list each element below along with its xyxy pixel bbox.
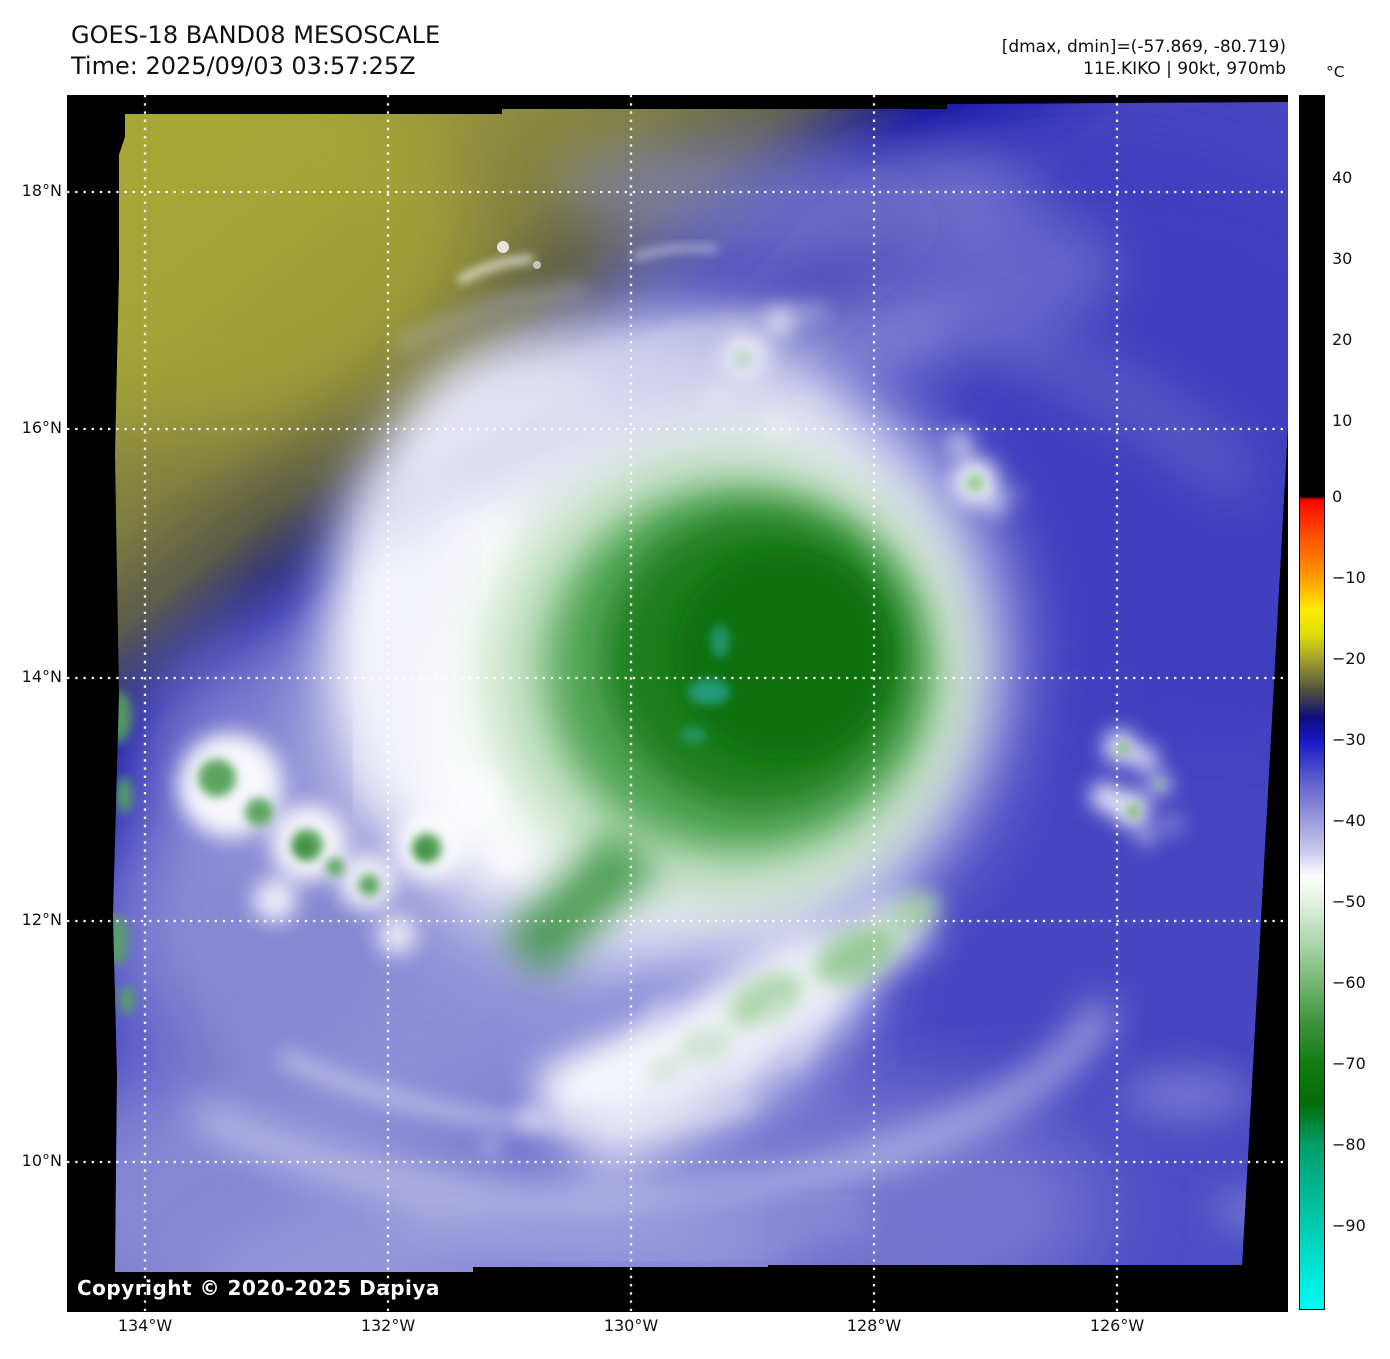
colorbar-tick-label: 0 [1332, 487, 1343, 506]
colorbar-tick-label: −70 [1332, 1054, 1366, 1073]
colorbar-tick-label: 30 [1332, 249, 1353, 268]
colorbar-tick-label: −40 [1332, 811, 1366, 830]
meta-block: [dmax, dmin]=(-57.869, -80.719) 11E.KIKO… [1002, 36, 1286, 80]
cyclone-dense-overcast-green [487, 447, 967, 980]
temperature-colorbar [1299, 95, 1325, 1310]
colorbar-tick-label: −10 [1332, 568, 1366, 587]
colorbar-tick-label: 40 [1332, 168, 1353, 187]
colorbar-tick-label: −50 [1332, 892, 1366, 911]
dry-air-olive-region [113, 102, 472, 435]
colorbar-tick-label: 10 [1332, 411, 1353, 430]
lat-tick-label: 10°N [21, 1151, 62, 1170]
colorbar-tick-label: −80 [1332, 1135, 1366, 1154]
copyright-text: Copyright © 2020-2025 Dapiya [77, 1276, 440, 1300]
lat-tick-label: 12°N [21, 910, 62, 929]
satellite-image [67, 95, 1288, 1312]
colorbar-tick-label: −20 [1332, 649, 1366, 668]
lon-tick-label: 132°W [360, 1316, 416, 1335]
colorbar-tick-label: −90 [1332, 1216, 1366, 1235]
colorbar-tick-label: −30 [1332, 730, 1366, 749]
colorbar-tick-label: 20 [1332, 330, 1353, 349]
lon-tick-label: 134°W [117, 1316, 173, 1335]
latlon-gridlines [67, 95, 1288, 1312]
timestamp: Time: 2025/09/03 03:57:25Z [71, 52, 416, 80]
colorbar-tick-label: −60 [1332, 973, 1366, 992]
map-axes: Copyright © 2020-2025 Dapiya [67, 95, 1288, 1312]
lon-tick-label: 130°W [603, 1316, 659, 1335]
lon-tick-label: 128°W [846, 1316, 902, 1335]
lat-tick-label: 16°N [21, 418, 62, 437]
page-title: GOES-18 BAND08 MESOSCALE [71, 21, 441, 49]
title-block: GOES-18 BAND08 MESOSCALE Time: 2025/09/0… [71, 20, 440, 82]
cyclone-eye-teal [681, 624, 730, 743]
cirrus-streaks [354, 132, 1037, 547]
southeast-convective-band [534, 891, 941, 1128]
lon-tick-label: 126°W [1089, 1316, 1145, 1335]
storm-info: 11E.KIKO | 90kt, 970mb [1083, 59, 1286, 79]
lat-tick-label: 14°N [21, 667, 62, 686]
colorbar-unit-label: °C [1326, 63, 1345, 81]
dmax-dmin-readout: [dmax, dmin]=(-57.869, -80.719) [1001, 37, 1286, 57]
lat-tick-label: 18°N [21, 181, 62, 200]
